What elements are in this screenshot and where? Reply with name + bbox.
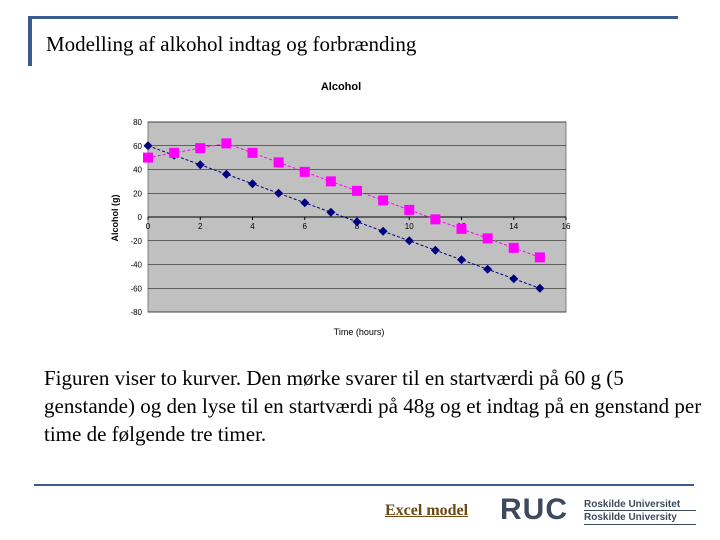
chart-x-axis-label: Time (hours) [334,327,385,337]
light-series-point [143,152,153,163]
ruc-logo-mark: RUC [500,493,568,526]
x-tick-label: 2 [198,222,203,231]
x-tick-label: 16 [562,222,571,231]
light-series-point [221,138,232,149]
light-series-point [534,252,545,263]
footer-rule [34,484,694,486]
light-series-point [508,242,519,253]
dark-series-point [352,217,362,227]
light-series-line [147,142,541,258]
light-series-point [325,176,336,187]
dark-series-point [300,198,310,208]
light-series-point [195,143,206,154]
y-tick-label: -80 [130,308,142,317]
light-series-point [404,204,415,215]
dark-series-line [147,145,541,289]
dark-series-point [274,188,284,198]
light-series-point [456,223,467,234]
dark-series-point [483,264,493,274]
chart-y-axis-label: Alcohol (g) [110,195,120,242]
ruc-logo-line-danish: Roskilde Universitet [584,499,681,510]
light-series-point [430,214,441,225]
dark-series-point [248,179,257,189]
y-tick-label: -40 [130,261,142,270]
y-tick-label: 20 [133,189,142,198]
y-tick-label: -20 [130,237,142,246]
dark-series-point [457,255,466,265]
x-tick-label: 14 [509,222,518,231]
light-series-point [299,166,310,177]
body-text: Figuren viser to kurver. Den mørke svare… [44,366,702,446]
dark-series-point [430,245,440,255]
y-tick-label: 0 [138,213,143,222]
y-tick-label: 60 [133,142,142,151]
slide-title: Modelling af alkohol indtag og forbrændi… [46,32,417,56]
ruc-logo-line-english: Roskilde University [584,512,677,523]
dark-series-point [535,283,545,293]
excel-model-link[interactable]: Excel model [385,502,469,519]
x-tick-label: 8 [355,222,360,231]
light-series-point [169,147,180,158]
y-tick-label: -60 [130,284,142,293]
dark-series-point [378,226,388,236]
dark-series-point [404,236,414,246]
y-tick-label: 40 [133,166,142,175]
x-tick-label: 10 [405,222,414,231]
dark-series-point [143,141,153,151]
light-series-point [273,157,284,168]
x-tick-label: 4 [250,222,255,231]
x-tick-label: 0 [146,222,151,231]
dark-series-point [195,160,205,170]
title-frame-left-rule [28,18,32,66]
light-series-point [352,185,362,196]
ruc-logo-rule [584,510,696,511]
light-series-point [482,233,493,244]
x-tick-label: 6 [303,222,308,231]
light-series-point [378,195,389,206]
dark-series-point [509,274,519,284]
ruc-logo: RUC Roskilde Universitet Roskilde Univer… [500,494,700,528]
light-series-point [247,147,258,158]
y-tick-label: 80 [133,118,142,127]
title-frame-top-rule [28,16,678,19]
dark-series-point [326,207,336,217]
ruc-logo-rule [584,524,696,525]
dark-series-point [221,169,231,179]
chart-title: Alcohol [321,81,361,93]
